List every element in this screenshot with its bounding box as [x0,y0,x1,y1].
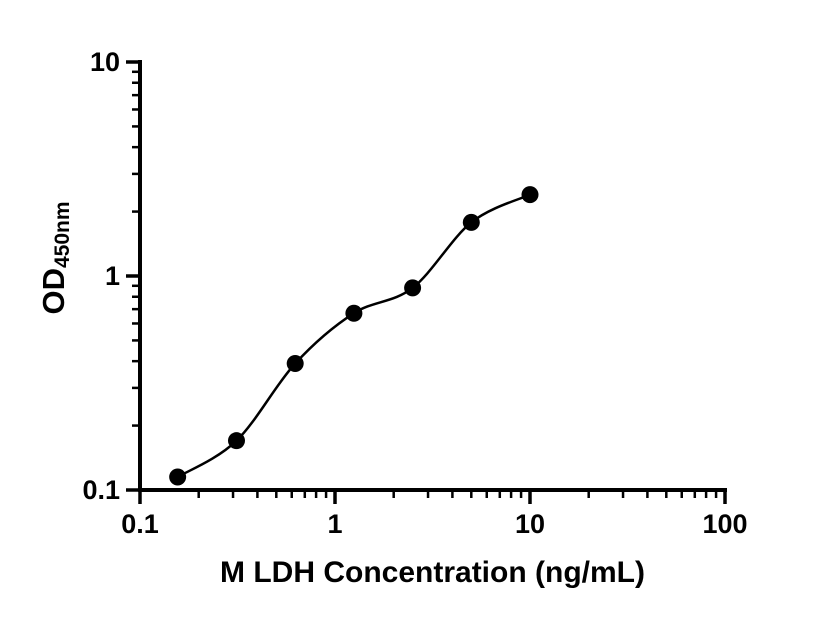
x-axis-label: M LDH Concentration (ng/mL) [220,556,645,589]
y-axis-label-main: OD [36,268,71,315]
x-tick-label: 1 [327,509,342,539]
data-point [169,468,187,486]
data-point [521,186,539,204]
data-point [462,213,480,231]
y-axis-label-sub: 450nm [51,201,74,269]
y-axis-label: OD450nm [36,201,74,315]
x-tick-label: 100 [702,509,747,539]
data-point [286,355,304,373]
x-tick-label: 10 [515,509,545,539]
data-point [345,304,363,322]
data-point [227,432,245,450]
data-point [404,279,422,297]
y-tick-label: 0.1 [82,475,120,505]
y-tick-label: 1 [105,261,120,291]
y-tick-label: 10 [90,47,120,77]
x-tick-label: 0.1 [121,509,159,539]
